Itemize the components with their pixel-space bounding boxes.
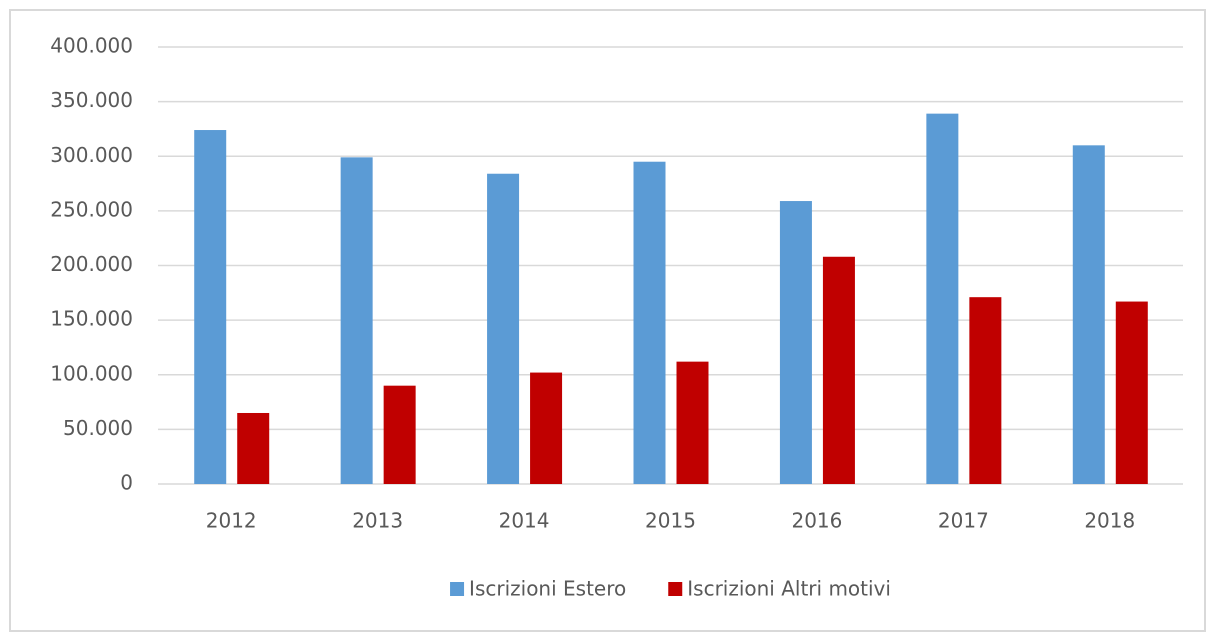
bar (340, 157, 373, 484)
y-tick-label: 0 (120, 471, 133, 495)
bar (822, 256, 855, 484)
legend-label: Iscrizioni Altri motivi (687, 577, 891, 601)
x-tick-label: 2015 (645, 509, 696, 533)
y-tick-label: 350.000 (50, 88, 133, 112)
bar (530, 372, 563, 484)
x-tick-label: 2014 (499, 509, 550, 533)
x-tick-label: 2017 (938, 509, 989, 533)
bar (194, 130, 227, 484)
x-tick-label: 2018 (1084, 509, 1135, 533)
bar (633, 161, 666, 484)
bar (487, 173, 520, 485)
bar (237, 412, 270, 484)
y-tick-label: 50.000 (63, 416, 133, 440)
y-tick-label: 150.000 (50, 307, 133, 331)
bar (383, 385, 416, 484)
legend-swatch (668, 582, 683, 596)
bar (676, 361, 709, 484)
bar (1072, 145, 1105, 484)
y-tick-label: 100.000 (50, 361, 133, 385)
x-tick-label: 2016 (791, 509, 842, 533)
legend-swatch (450, 582, 465, 596)
y-tick-label: 200.000 (50, 252, 133, 276)
y-tick-label: 400.000 (50, 34, 133, 58)
y-tick-label: 250.000 (50, 197, 133, 221)
bar (779, 201, 812, 485)
legend-label: Iscrizioni Estero (469, 577, 626, 601)
bar (1115, 301, 1148, 484)
x-tick-label: 2012 (206, 509, 257, 533)
bar (969, 297, 1002, 484)
bar (926, 113, 959, 484)
y-tick-label: 300.000 (50, 143, 133, 167)
x-tick-label: 2013 (352, 509, 403, 533)
